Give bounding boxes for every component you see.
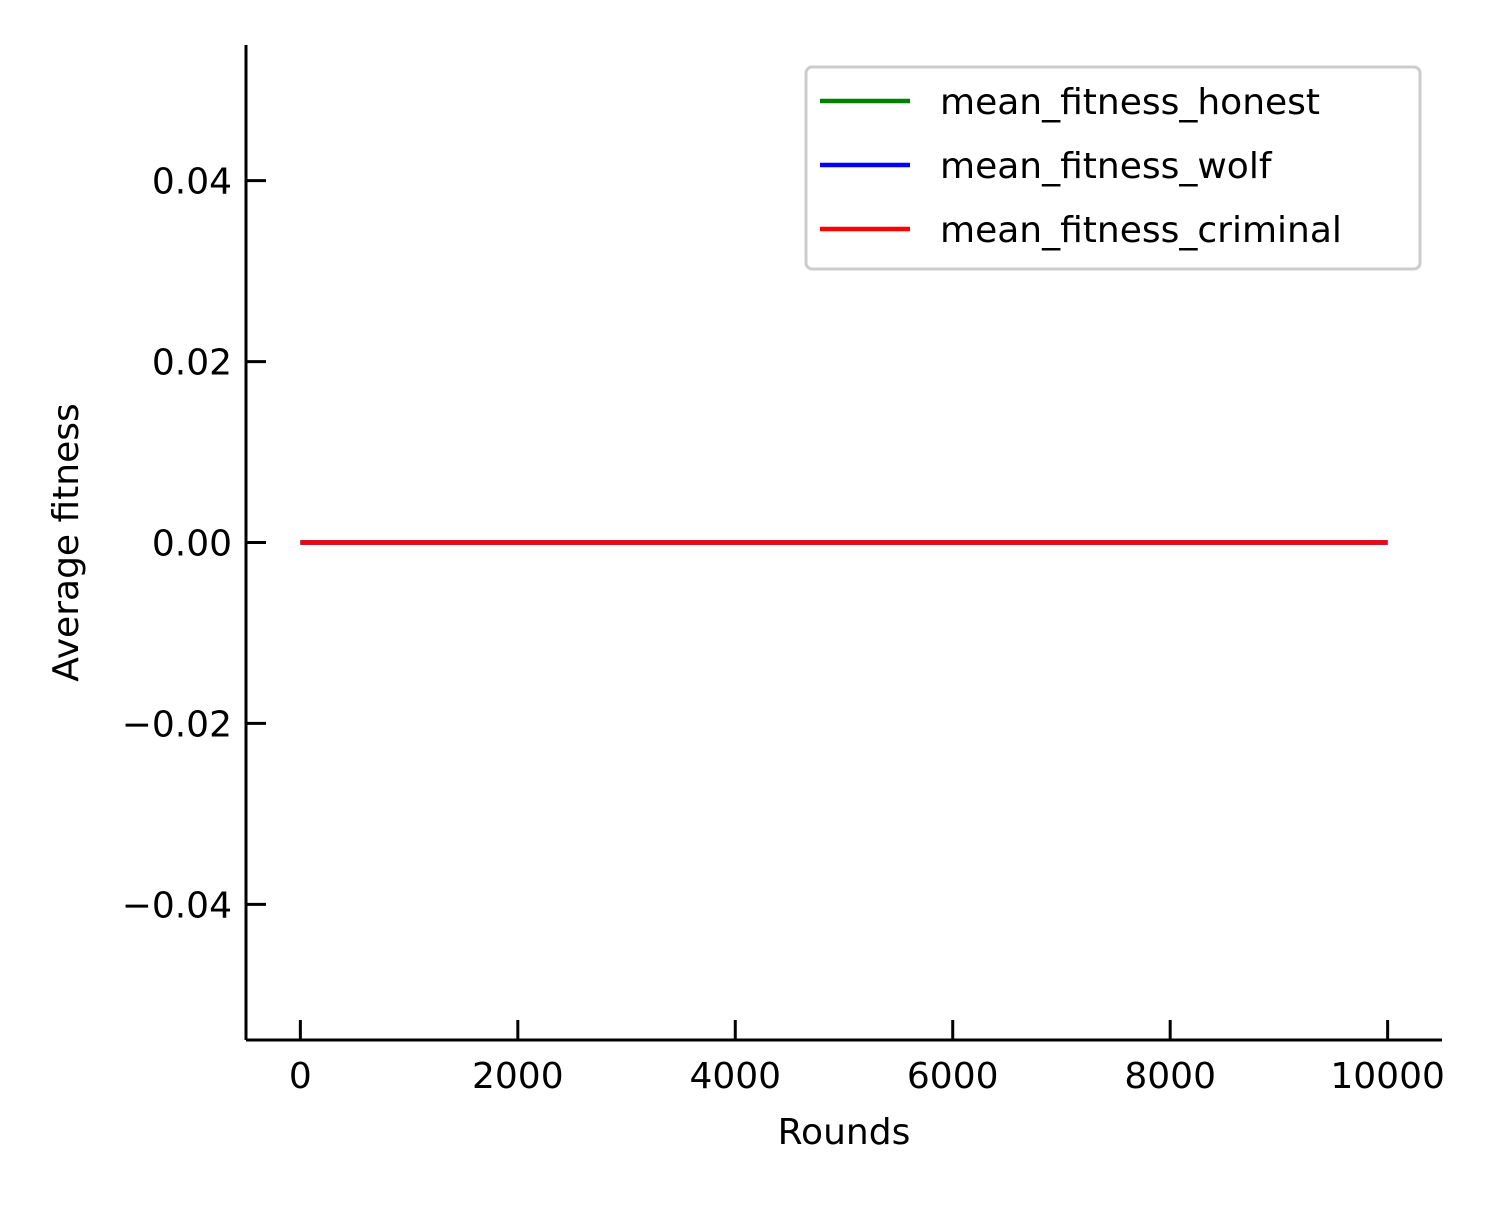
x-tick-label: 10000 xyxy=(1330,1056,1445,1097)
y-tick-label: −0.02 xyxy=(122,704,232,745)
x-tick-label: 6000 xyxy=(907,1056,999,1097)
y-tick-label: 0.02 xyxy=(152,343,232,384)
x-tick-label: 8000 xyxy=(1124,1056,1216,1097)
legend: mean_fitness_honest mean_fitness_wolfmean… xyxy=(804,65,1422,271)
y-tick-label: 0.00 xyxy=(152,524,232,565)
y-tick-label: 0.04 xyxy=(152,162,232,203)
x-tick-label: 4000 xyxy=(689,1056,781,1097)
x-axis-title: Rounds xyxy=(778,1112,911,1153)
x-ticks: 0 2000 4000 6000 8000 10000 xyxy=(289,1020,1445,1097)
y-tick-label: −0.04 xyxy=(122,885,232,926)
legend-label: mean_fitness_wolf xyxy=(940,146,1273,187)
x-tick-label: 0 xyxy=(289,1056,312,1097)
y-ticks: −0.04 −0.02 0.00 0.02 0.04 xyxy=(122,162,266,926)
legend-label: mean_fitness_criminal xyxy=(940,210,1342,251)
legend-label: mean_fitness_honest xyxy=(940,82,1320,123)
x-tick-label: 2000 xyxy=(472,1056,564,1097)
y-axis-title: Average fitness xyxy=(46,403,87,682)
legend-box xyxy=(804,65,1422,271)
